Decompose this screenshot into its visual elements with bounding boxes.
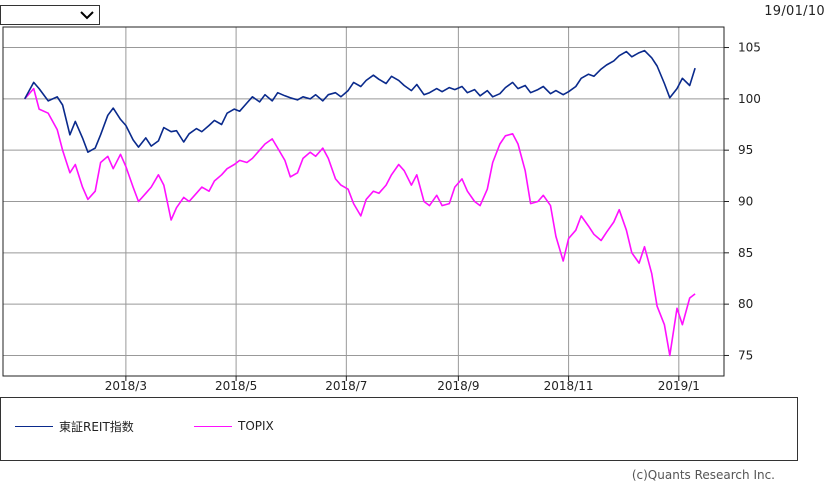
plot-frame	[2, 26, 725, 377]
x-tick-label: 2018/5	[215, 379, 257, 393]
series-line-topix	[24, 87, 696, 357]
y-tick-label: 100	[738, 92, 761, 106]
x-tick-label: 2018/9	[437, 379, 479, 393]
copyright-credit: (c)Quants Research Inc.	[631, 468, 775, 482]
chart-legend: 東証REIT指数 TOPIX	[0, 397, 798, 461]
x-tick-label: 2018/11	[544, 379, 594, 393]
as-of-date: 19/01/10	[764, 4, 825, 19]
x-tick-label: 2018/7	[325, 379, 367, 393]
legend-swatch-topix	[194, 425, 232, 427]
x-tick-label: 2019/1	[658, 379, 700, 393]
legend-item-topix: TOPIX	[194, 418, 274, 434]
chevron-down-icon	[80, 11, 94, 20]
period-select[interactable]	[0, 5, 100, 25]
y-tick-label: 80	[738, 297, 753, 311]
y-tick-label: 95	[738, 143, 753, 157]
legend-label-reit: 東証REIT指数	[59, 419, 134, 434]
legend-item-reit: 東証REIT指数	[15, 418, 134, 434]
y-tick-label: 105	[738, 41, 761, 55]
legend-label-topix: TOPIX	[238, 419, 274, 433]
series-line-reit	[23, 49, 696, 153]
y-tick-label: 75	[738, 348, 753, 362]
line-chart: 75 80 85 90 95 100 105 2018/3 2018/5 2018/7 2018/9…	[2, 26, 761, 393]
y-tick-label: 85	[738, 246, 753, 260]
y-tick-label: 90	[738, 195, 753, 209]
x-tick-label: 2018/3	[105, 379, 147, 393]
legend-swatch-reit	[15, 425, 53, 427]
